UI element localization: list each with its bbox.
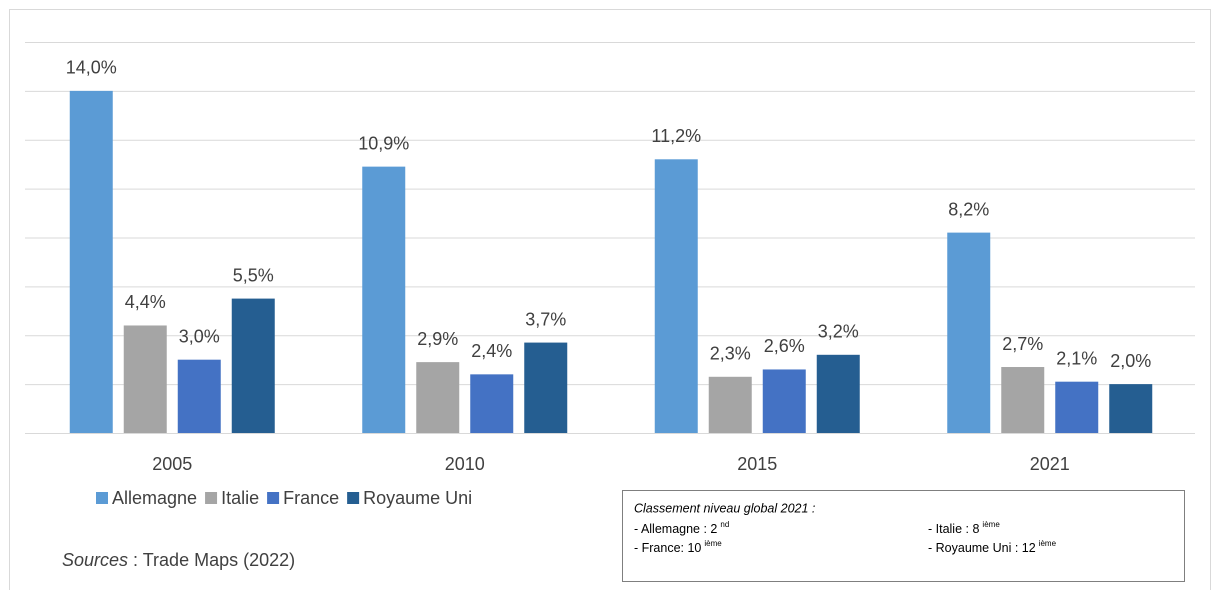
x-tick-label: 2010 [445, 454, 485, 474]
bar [654, 159, 698, 434]
annotation-text: - Royaume Uni : 12 [928, 541, 1036, 555]
annotation-title: Classement niveau global 2021 : [634, 501, 815, 515]
data-label: 3,2% [818, 322, 859, 342]
legend-swatch [347, 492, 360, 504]
legend-swatch [96, 492, 108, 504]
bar [1109, 384, 1153, 433]
data-label: 11,2% [651, 126, 701, 146]
legend-swatch [205, 492, 218, 504]
source: Sources: Trade Maps (2022) [62, 550, 295, 570]
annotation-sup: ième [1039, 539, 1057, 548]
x-tick-label: 2005 [152, 454, 192, 474]
data-label: 14,0% [66, 58, 117, 78]
annotation-item: - France: 10 ième [634, 539, 722, 555]
x-tick-label: 2015 [737, 454, 777, 474]
legend-label: Italie [221, 488, 259, 508]
data-label: 4,4% [125, 292, 166, 312]
legend-label: France [283, 488, 339, 508]
annotation-item: - Royaume Uni : 12 ième [928, 539, 1057, 555]
annotation-sup: ième [982, 520, 1000, 529]
legend-label: Royaume Uni [363, 488, 472, 508]
chart-border [9, 9, 1211, 590]
data-label: 2,9% [417, 329, 458, 349]
data-label: 2,1% [1056, 348, 1097, 368]
data-label: 2,7% [1002, 334, 1043, 354]
annotation-text: - France: 10 [634, 541, 701, 555]
bar [947, 232, 991, 433]
bar [762, 369, 806, 433]
annotation-sup: ième [704, 539, 722, 548]
data-label: 2,4% [471, 341, 512, 361]
source-label: Sources [62, 550, 128, 570]
annotation-item: - Italie : 8 ième [928, 520, 1000, 536]
data-label: 5,5% [233, 265, 274, 285]
bar [69, 90, 113, 433]
annotation-box [622, 490, 1185, 582]
source-text: : Trade Maps (2022) [133, 550, 295, 570]
annotation-sup: nd [720, 520, 729, 529]
data-label: 10,9% [358, 133, 409, 153]
data-label: 2,0% [1110, 351, 1151, 371]
data-label: 3,7% [525, 309, 566, 329]
data-label: 3,0% [179, 326, 220, 346]
bar [177, 359, 221, 433]
x-tick-label: 2021 [1030, 454, 1070, 474]
legend-swatch [267, 492, 280, 504]
data-label: 2,3% [710, 344, 751, 364]
data-label: 2,6% [764, 336, 805, 356]
bar [416, 362, 460, 433]
bar [362, 166, 406, 433]
bar [123, 325, 167, 433]
bar [1055, 381, 1099, 433]
annotation-text: - Allemagne : 2 [634, 522, 717, 536]
bar [231, 298, 275, 433]
bar [524, 342, 568, 433]
legend-label: Allemagne [112, 488, 197, 508]
data-label: 8,2% [948, 199, 989, 219]
bar [816, 354, 860, 433]
bar [470, 374, 514, 433]
bar [1001, 367, 1045, 433]
annotation-text: - Italie : 8 [928, 522, 979, 536]
bar [708, 376, 752, 433]
